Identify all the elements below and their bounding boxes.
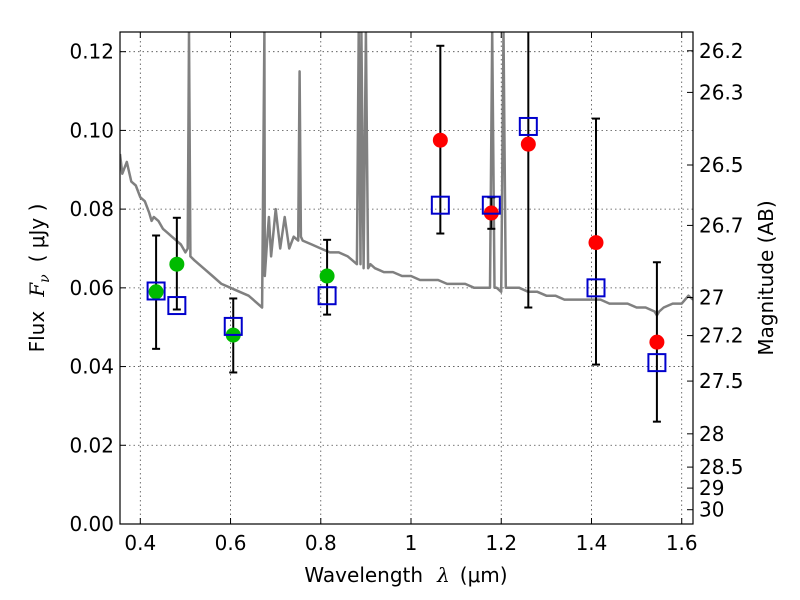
- model-square-marker: [430, 195, 450, 215]
- y-tick-label: 0.08: [69, 197, 114, 221]
- y-tick-label: 0.04: [69, 355, 114, 379]
- error-bars-layer: [152, 32, 661, 423]
- magnitude-tick-label: 27.5: [699, 369, 744, 393]
- x-axis-label: Wavelength λ (μm): [304, 563, 507, 587]
- template-spectrum-line: [120, 32, 693, 317]
- magnitude-tick-label: 28: [699, 422, 724, 446]
- magnitude-axis-label: Magnitude (AB): [754, 200, 778, 355]
- model-square-marker: [481, 195, 501, 215]
- model-square-marker: [647, 353, 667, 373]
- magnitude-tick-label: 30: [699, 498, 724, 522]
- magnitude-tick-label: 26.3: [699, 80, 744, 104]
- red-data-point: [432, 132, 448, 148]
- green-data-point: [148, 284, 164, 300]
- magnitude-tick-label: 26.5: [699, 153, 744, 177]
- x-tick-label: 1.2: [485, 531, 517, 555]
- red-data-point: [520, 136, 536, 152]
- magnitude-tick-label: 29: [699, 476, 724, 500]
- y-tick-label: 0.10: [69, 118, 114, 142]
- model-square-marker: [146, 281, 166, 301]
- template-spectrum-layer: [120, 32, 693, 317]
- y-tick-label: 0.00: [69, 512, 114, 536]
- magnitude-tick-label: 27: [699, 285, 724, 309]
- x-tick-label: 0.6: [215, 531, 247, 555]
- x-tick-labels: 0.4 0.6 0.8 1 1.2 1.4 1.6: [124, 531, 697, 555]
- x-tick-label: 1.4: [576, 531, 608, 555]
- green-data-point: [169, 256, 185, 272]
- x-tick-label: 1: [405, 531, 418, 555]
- red-data-point: [649, 334, 665, 350]
- model-square-marker: [167, 296, 187, 316]
- y-tick-label: 0.02: [69, 433, 114, 457]
- data-points-layer: [146, 116, 667, 373]
- plot-frame: [119, 31, 694, 525]
- y-tick-label: 0.06: [69, 276, 114, 300]
- x-tick-label: 0.8: [305, 531, 337, 555]
- x-tick-label: 0.4: [124, 531, 156, 555]
- magnitude-tick-label: 26.7: [699, 213, 744, 237]
- y-tick-labels: 0.00 0.02 0.04 0.06 0.08 0.10 0.12: [69, 40, 114, 536]
- magnitude-tick-label: 26.2: [699, 39, 744, 63]
- model-square-marker: [317, 286, 337, 306]
- model-square-marker: [586, 278, 606, 298]
- model-square-marker: [518, 116, 538, 136]
- x-tick-label: 1.6: [666, 531, 698, 555]
- axis-ticks: [120, 32, 693, 525]
- y-tick-label: 0.12: [69, 40, 114, 64]
- grid-lines: [120, 32, 693, 525]
- magnitude-tick-label: 28.5: [699, 455, 744, 479]
- magnitude-tick-label: 27.2: [699, 324, 744, 348]
- green-data-point: [319, 268, 335, 284]
- red-data-point: [588, 235, 604, 251]
- y-axis-label: Flux Fν ( μJy ): [25, 204, 53, 353]
- model-square-marker: [223, 316, 243, 336]
